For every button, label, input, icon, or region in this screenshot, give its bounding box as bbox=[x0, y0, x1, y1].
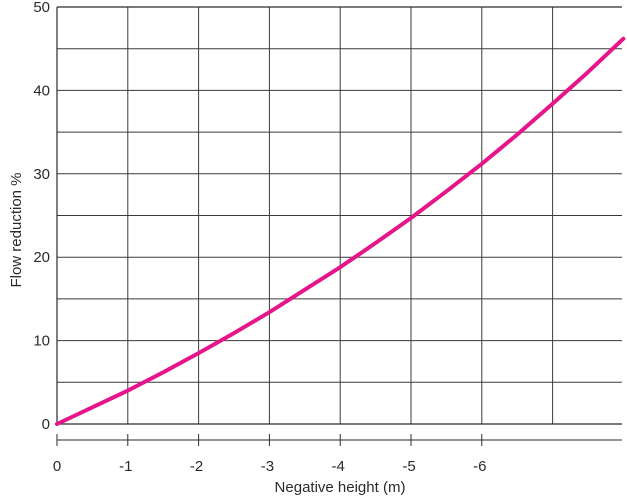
x-tick-label: -1 bbox=[119, 458, 132, 475]
x-axis-label: Negative height (m) bbox=[275, 479, 406, 496]
x-tick-label: -4 bbox=[332, 458, 345, 475]
y-tick-label: 40 bbox=[33, 82, 50, 99]
x-tick-label: -2 bbox=[190, 458, 203, 475]
y-tick-label: 30 bbox=[33, 166, 50, 183]
y-tick-label: 20 bbox=[33, 249, 50, 266]
grid-lines bbox=[57, 7, 622, 424]
x-tick-label: -6 bbox=[473, 458, 486, 475]
y-axis-label: Flow reduction % bbox=[8, 172, 25, 287]
y-axis: 0 10 20 30 40 50 bbox=[33, 0, 50, 433]
y-tick-label: 0 bbox=[42, 416, 50, 433]
x-tick-label: -5 bbox=[402, 458, 415, 475]
x-tick-label: 0 bbox=[53, 458, 61, 475]
x-axis: 0 -1 -2 -3 -4 -5 -6 bbox=[53, 434, 622, 475]
y-tick-label: 10 bbox=[33, 333, 50, 350]
y-tick-label: 50 bbox=[33, 0, 50, 16]
x-tick-label: -3 bbox=[261, 458, 274, 475]
